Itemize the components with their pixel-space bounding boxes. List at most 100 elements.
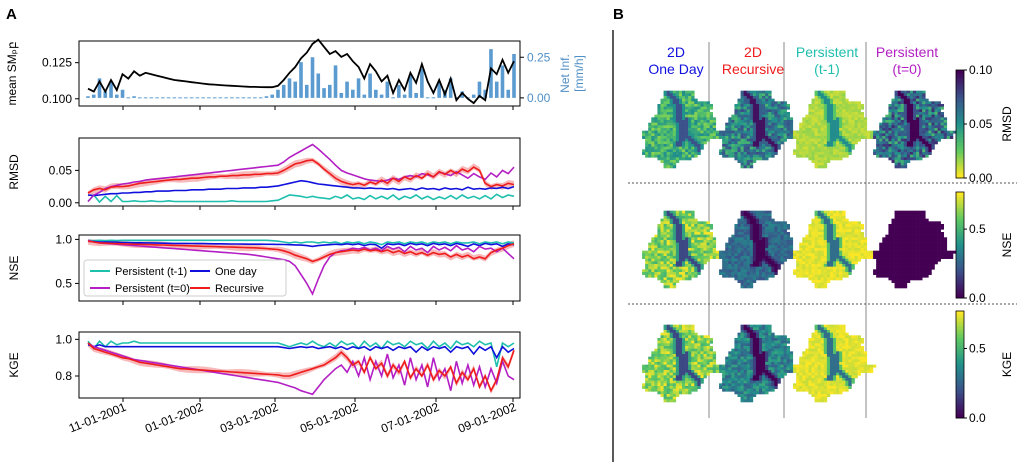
map-cell [891,136,895,139]
map-cell [752,256,757,259]
map-cell [836,114,840,118]
map-cell [768,218,772,222]
map-cell [814,101,818,105]
map-cell [925,130,929,134]
map-cell [869,250,874,254]
map-cell [909,248,914,251]
map-cell [774,338,778,341]
map-cell [734,362,738,365]
map-cell [746,266,751,270]
map-cell [725,133,729,137]
map-cell [746,106,751,110]
map-cell [672,138,677,142]
map-cell [678,359,683,363]
map-cell [685,324,689,328]
map-cell [863,240,868,243]
map-cell [823,165,828,169]
map-cell [771,250,775,254]
map-cell [648,154,652,158]
map-cell [755,96,760,99]
map-cell [922,210,926,214]
map-cell [737,338,741,341]
map-cell [851,266,855,270]
map-cell [771,138,775,142]
map-cell [706,112,710,115]
map-cell [771,114,775,118]
map-cell [678,149,683,153]
map-cell [833,277,837,281]
colorbar-segment [956,226,964,230]
map-cell [666,364,671,368]
map-cell [808,122,812,126]
map-cell [762,356,766,360]
map-cell [780,256,784,259]
map-cell [669,96,674,99]
map-cell [765,272,769,275]
map-cell [894,216,898,219]
map-cell [697,250,701,254]
map-cell [811,237,815,241]
map-cell [780,117,784,121]
map-cell [802,152,806,155]
map-cell [645,250,649,254]
map-cell [740,226,744,230]
map-cell [793,130,797,134]
map-cell [762,106,766,110]
map-cell [906,96,911,99]
map-cell [759,101,763,105]
map-cell [774,351,778,355]
map-cell [685,154,689,158]
map-cell [651,388,655,392]
map-cell [900,277,905,281]
map-cell [728,272,732,275]
map-cell [657,122,661,126]
map-cell [663,210,667,214]
map-cell [666,133,671,137]
map-cell [903,234,908,238]
map-cell [722,261,726,265]
map-cell [740,256,744,259]
net-inf-bar [316,73,321,98]
map-cell [780,138,784,142]
map-cell [749,234,754,238]
map-cell [836,152,840,155]
map-cell [669,248,674,251]
map-cell [663,250,667,254]
map-cell [651,138,655,142]
map-cell [802,256,806,259]
axes-frame-kge [78,331,521,399]
map-cell [876,261,880,265]
y-tick-label: 1.0 [55,332,72,346]
map-cell [675,221,680,225]
map-cell [669,266,674,270]
map-cell [678,141,683,145]
map-cell [845,152,849,155]
map-cell [685,351,689,355]
map-cell [663,146,667,150]
map-cell [678,242,683,246]
map-cell [820,141,825,145]
map-cell [722,269,726,273]
map-cell [857,256,861,259]
map-cell [774,136,778,139]
map-cell [836,216,840,219]
map-cell [814,146,818,150]
map-cell [783,133,787,137]
map-cell [777,261,781,265]
map-cell [685,245,689,249]
map-cell [771,354,775,357]
map-cell [694,383,698,387]
map-cell [691,335,695,339]
map-cell [768,154,772,158]
net-inf-bar [448,78,453,98]
map-cell [900,224,905,227]
map-cell [685,141,689,145]
map-cell [820,282,825,286]
map-cell [743,253,748,257]
colorbar-segment [956,231,964,235]
map-cell [885,138,889,142]
map-cell [697,372,701,376]
map-cell [823,152,828,155]
map-cell [682,343,686,347]
